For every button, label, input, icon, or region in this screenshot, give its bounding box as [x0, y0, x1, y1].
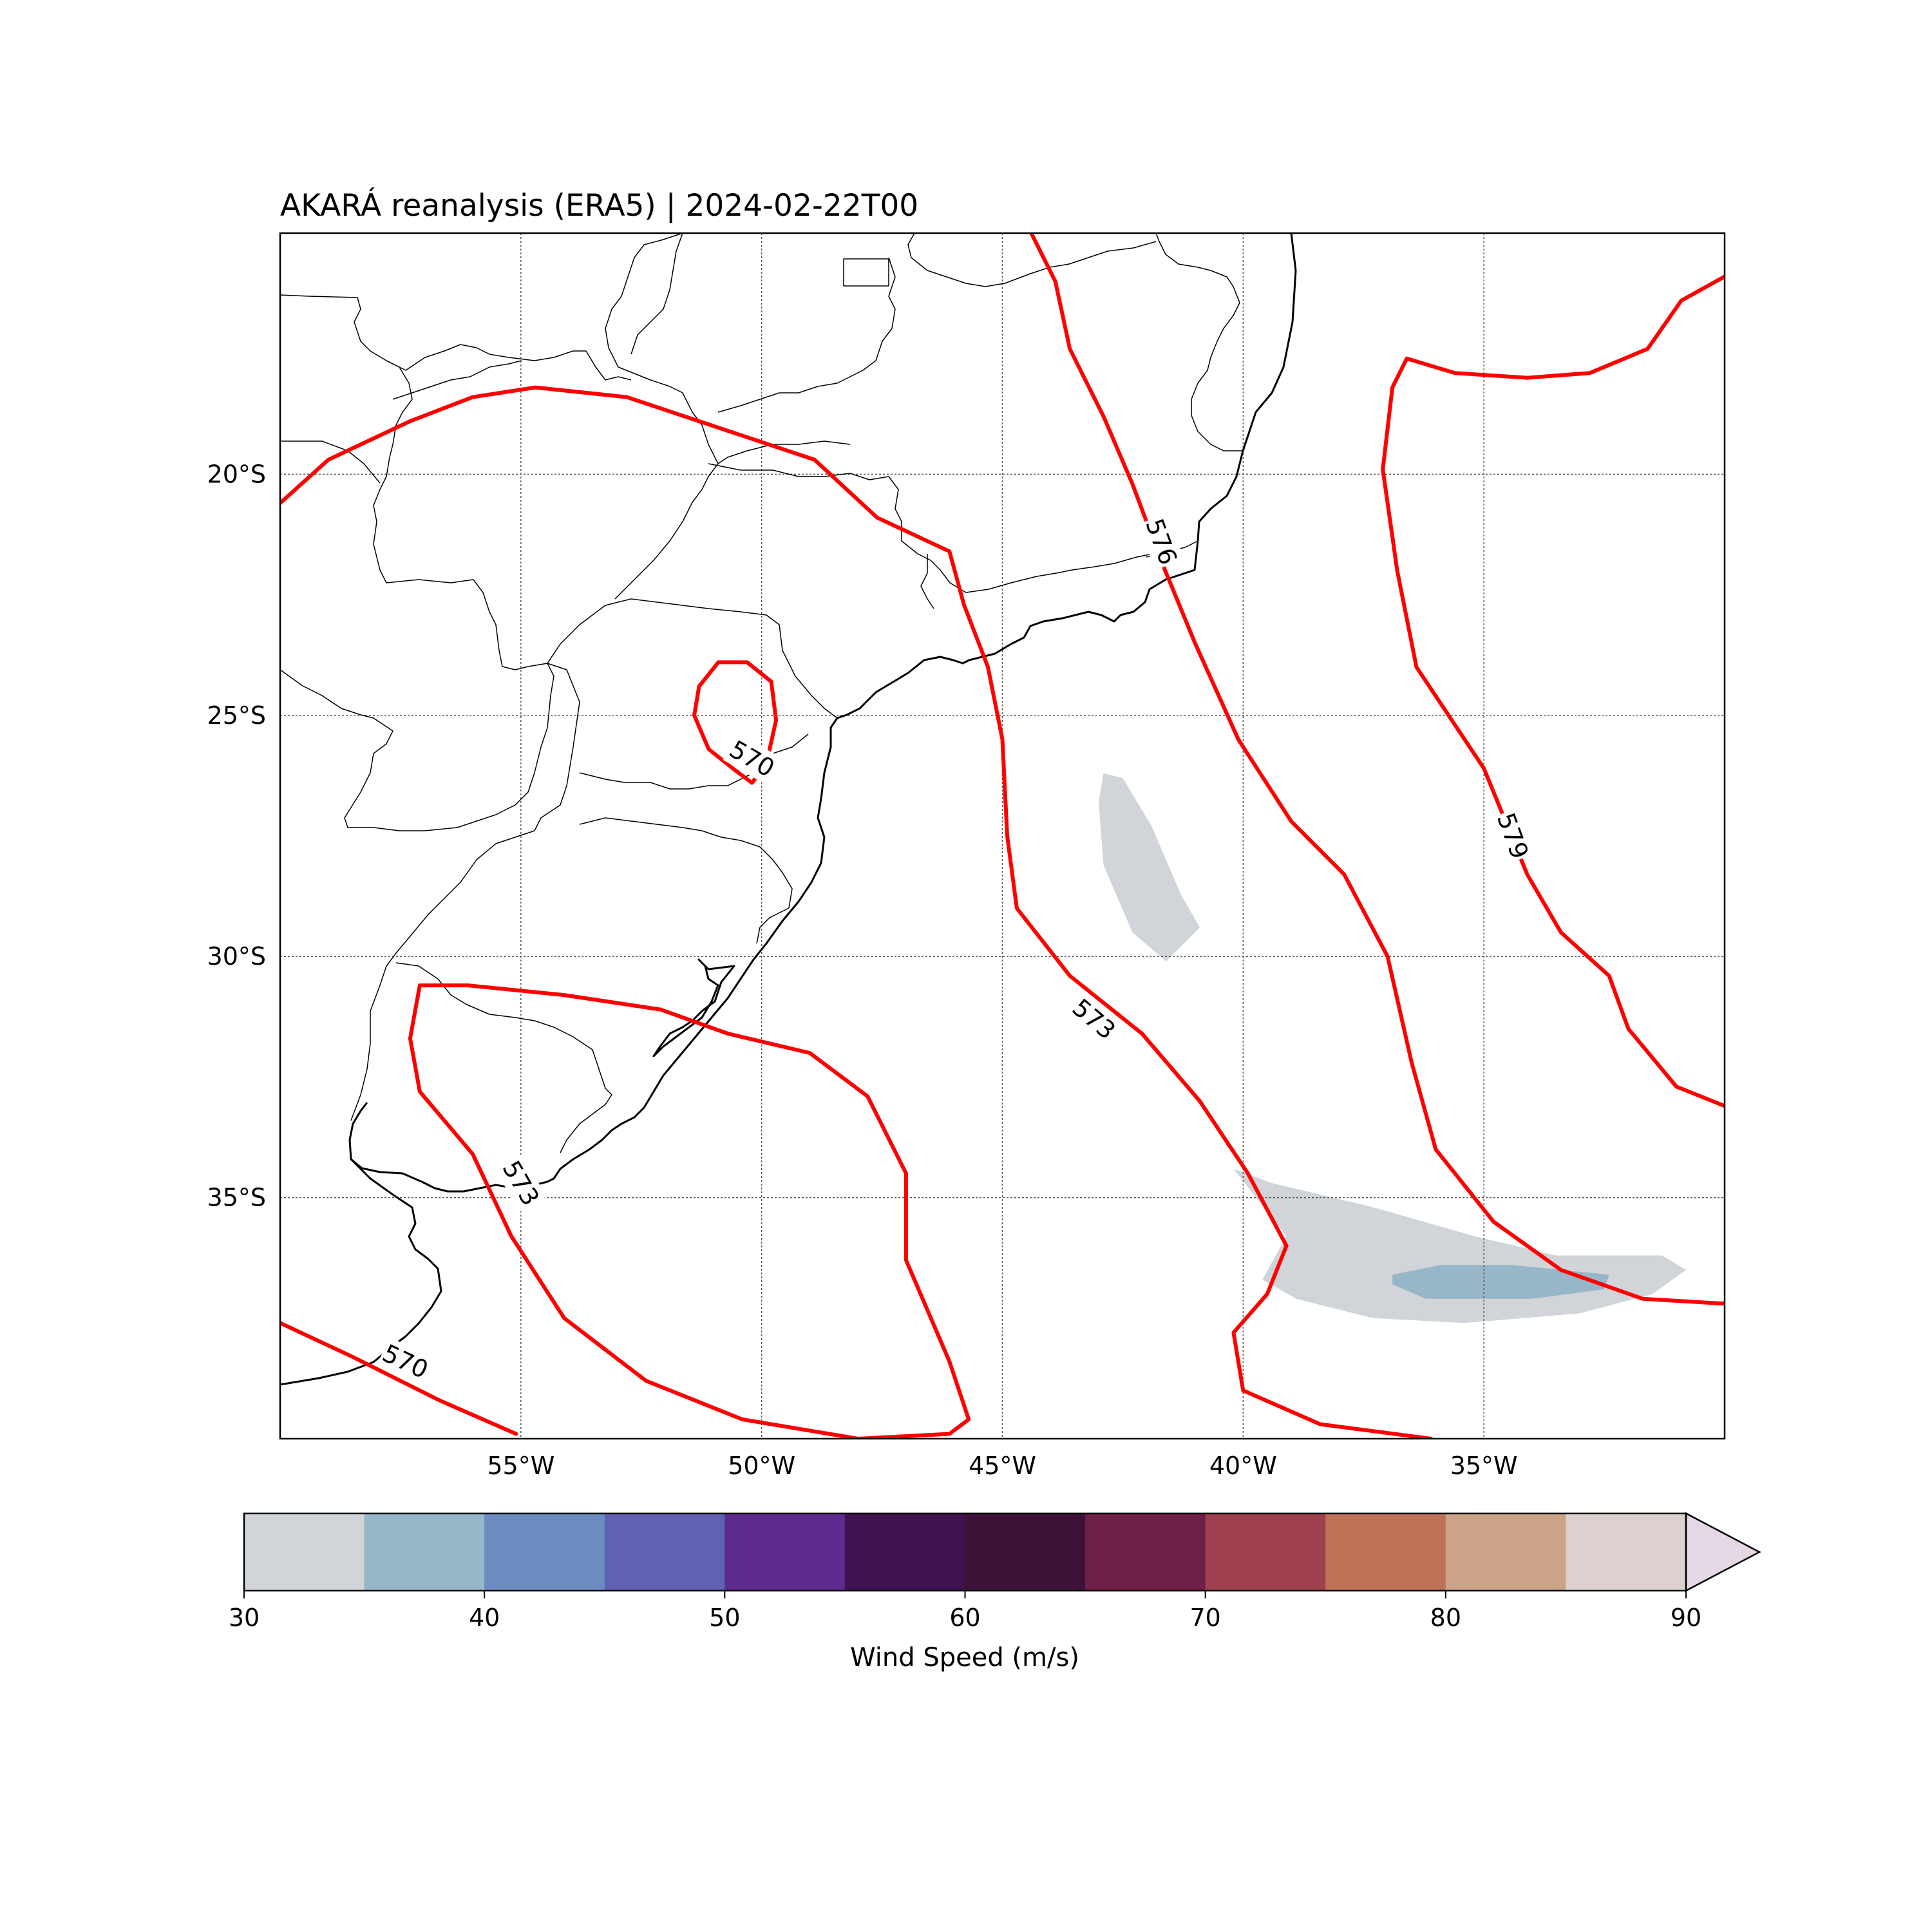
- border-state-ms-pr: [547, 598, 838, 719]
- border-brazil-argentina: [534, 663, 580, 831]
- colorbar-segment: [364, 1513, 485, 1591]
- border-state-go-ba: [717, 257, 896, 413]
- colorbar-tick-label: 70: [1189, 1604, 1220, 1632]
- contour-579: [1381, 274, 1725, 1108]
- coastline-lagoa-dos-patos: [652, 958, 735, 1057]
- lat-tick-label: 20°S: [207, 460, 266, 488]
- lat-tick-label: 30°S: [207, 942, 266, 971]
- wind-shade-30-35-1: [1233, 1168, 1687, 1323]
- lat-tick-label: 35°S: [207, 1184, 266, 1212]
- wind-shade-30-35-0: [1099, 773, 1200, 961]
- wind-speed-shading: [1099, 773, 1687, 1323]
- lon-tick-label: 55°W: [487, 1452, 554, 1480]
- wind-shade-35-40-2: [1392, 1265, 1609, 1299]
- border-bolivia: [280, 440, 381, 484]
- border-state-go-mg: [605, 233, 719, 464]
- colorbar-segment: [1085, 1513, 1206, 1591]
- lon-tick-label: 45°W: [969, 1452, 1036, 1480]
- colorbar-segment: [1566, 1513, 1687, 1591]
- colorbar-tick-label: 30: [229, 1604, 260, 1632]
- contour-label-579: 579: [1490, 808, 1536, 864]
- colorbar-segments: [244, 1513, 1687, 1591]
- border-state-sp-mg: [708, 463, 1173, 593]
- lat-tick-label: 25°S: [207, 701, 266, 730]
- contour-label-573: 573: [1065, 991, 1123, 1047]
- border-state-df: [843, 258, 889, 287]
- colorbar-segment: [844, 1513, 966, 1591]
- contour-573: [408, 983, 971, 1439]
- colorbar-segment: [1205, 1513, 1326, 1591]
- contour-576: [1029, 233, 1725, 1306]
- contour-573: [280, 385, 1433, 1439]
- colorbar-tick-label: 50: [709, 1604, 740, 1632]
- colorbar-tick-label: 40: [469, 1604, 500, 1632]
- axis-ticks: 55°W 50°W 45°W 40°W 35°W 20°S 25°S 30°S 35°S: [207, 460, 1518, 1480]
- colorbar-segment: [484, 1513, 605, 1591]
- colorbar-segment: [604, 1513, 725, 1591]
- lon-tick-label: 35°W: [1450, 1452, 1518, 1480]
- colorbar: 30 40 50 60 70 80 90 Wind Speed (m/s): [229, 1511, 1761, 1672]
- map-frame: [279, 232, 1726, 1440]
- svg-text:576: 576: [1140, 515, 1182, 569]
- coastlines: [280, 233, 1297, 1386]
- border-state-ba-mg: [907, 233, 1157, 287]
- contour-570: [692, 660, 779, 785]
- border-state-ms-go-east: [630, 233, 683, 355]
- colorbar-label: Wind Speed (m/s): [850, 1643, 1079, 1672]
- colorbar-extend-arrow: [1685, 1511, 1761, 1593]
- border-brazil-uruguay: [395, 962, 612, 1153]
- lon-tick-label: 40°W: [1209, 1452, 1277, 1480]
- geopotential-contours: [280, 233, 1725, 1439]
- svg-text:579: 579: [1492, 809, 1534, 862]
- border-paraguay-north: [280, 294, 554, 831]
- colorbar-segment: [965, 1513, 1086, 1591]
- colorbar-tick-label: 80: [1430, 1604, 1461, 1632]
- border-rs-argentina: [350, 830, 535, 1121]
- colorbar-segment: [1445, 1513, 1567, 1591]
- colorbar-segment: [724, 1513, 846, 1591]
- border-state-ms-mt: [392, 360, 522, 400]
- border-state-sp-pr: [614, 440, 851, 600]
- colorbar-segment: [1325, 1513, 1446, 1591]
- contour-label-576: 576: [1138, 513, 1184, 571]
- border-state-mg-es: [1155, 233, 1243, 451]
- border-state-sc-rs: [579, 817, 793, 944]
- coastline-brazil-atlantic: [547, 233, 1297, 1183]
- map-title: AKARÁ reanalysis (ERA5) | 2024-02-22T00: [280, 188, 918, 223]
- colorbar-tick-label: 90: [1671, 1604, 1701, 1632]
- border-state-go-ms: [386, 344, 632, 381]
- lon-tick-label: 50°W: [728, 1452, 795, 1480]
- colorbar-tick-label: 60: [949, 1604, 980, 1632]
- svg-text:573: 573: [1067, 993, 1121, 1045]
- border-state-sp-rj: [920, 554, 934, 609]
- contour-570: [280, 1321, 518, 1436]
- coastline-uruguay: [348, 1102, 548, 1193]
- contour-label-570: 570: [376, 1337, 434, 1387]
- colorbar-ticks: 30 40 50 60 70 80 90: [229, 1591, 1701, 1632]
- colorbar-segment: [244, 1513, 365, 1591]
